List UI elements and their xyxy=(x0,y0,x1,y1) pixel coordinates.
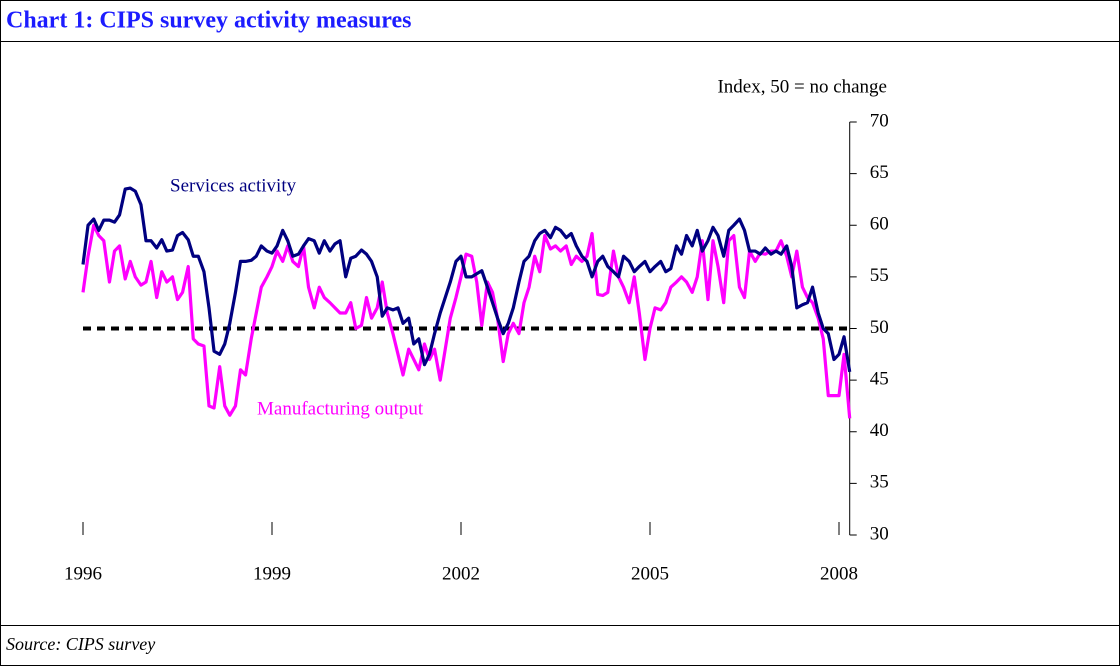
x-tick-label: 2008 xyxy=(820,563,858,584)
y-tick-label: 40 xyxy=(870,420,889,441)
y-tick-label: 50 xyxy=(870,317,889,338)
x-tick-label: 2005 xyxy=(631,563,669,584)
y-tick-label: 30 xyxy=(870,523,889,544)
y-tick-label: 60 xyxy=(870,214,889,235)
y-tick-label: 45 xyxy=(870,368,889,389)
chart-title: Chart 1: CIPS survey activity measures xyxy=(6,8,412,34)
series-label: Services activity xyxy=(170,175,297,196)
y-axis-label: Index, 50 = no change xyxy=(717,76,887,97)
y-tick-label: 65 xyxy=(870,162,889,183)
y-tick-label: 35 xyxy=(870,472,889,493)
series-label: Manufacturing output xyxy=(257,398,424,419)
x-tick-label: 1999 xyxy=(253,563,291,584)
series-line xyxy=(81,223,852,419)
series-line xyxy=(81,186,852,373)
y-tick-label: 70 xyxy=(870,110,889,131)
y-tick-label: 55 xyxy=(870,265,889,286)
x-tick-label: 1996 xyxy=(64,563,102,584)
source: Source: CIPS survey xyxy=(6,634,155,654)
x-tick-label: 2002 xyxy=(442,563,480,584)
